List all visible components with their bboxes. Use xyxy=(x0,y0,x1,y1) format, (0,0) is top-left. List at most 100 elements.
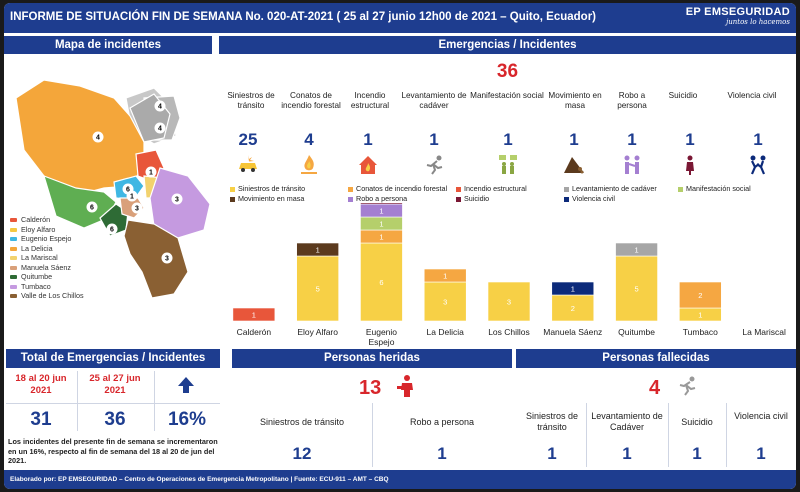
injured-item-label: Robo a persona xyxy=(409,417,475,427)
chart-legend: Siniestros de tránsito Conatos de incendi… xyxy=(230,184,790,206)
bar-segment xyxy=(360,242,403,322)
chart-legend-item: Robo a persona xyxy=(348,194,407,203)
category-label: Suicidio xyxy=(668,91,698,100)
category-label: Levantamiento de cadáver xyxy=(401,91,467,110)
x-tick-label: Eugenio Espejo xyxy=(366,327,397,347)
chart-legend-label: Movimiento en masa xyxy=(238,194,305,203)
emergencies-header: Emergencias / Incidentes xyxy=(219,36,796,54)
legend-swatch xyxy=(348,196,353,202)
map-legend-label: La Mariscal xyxy=(21,253,58,262)
emergencies-total: 36 xyxy=(496,61,519,82)
map-legend-label: Quitumbe xyxy=(21,272,53,281)
report-title: INFORME DE SITUACIÓN FIN DE SEMANA No. 0… xyxy=(10,11,596,23)
totals-header: Total de Emergencias / Incidentes xyxy=(6,349,220,368)
category-label: Violencia civil xyxy=(727,91,777,100)
category-labels: Siniestros de tránsito Conatos de incend… xyxy=(222,91,796,121)
bar-segment xyxy=(551,294,595,322)
map-legend: Calderón Eloy Alfaro Eugenio Espejo La Deli… xyxy=(10,215,84,301)
category-label: Manifestación social xyxy=(470,91,544,100)
bar-data-label: 1 xyxy=(634,246,638,255)
map-legend-item: La Delicia xyxy=(10,244,84,254)
injured-total: 13 xyxy=(359,377,382,399)
map-legend-item: Eugenio Espejo xyxy=(10,234,84,244)
map-legend-item: Tumbaco xyxy=(10,282,84,292)
fallen-person-icon xyxy=(426,155,443,175)
legend-swatch xyxy=(10,256,17,261)
forest-fire-icon xyxy=(301,155,317,174)
map-legend-item: Calderón xyxy=(10,215,84,225)
map-label: 3 xyxy=(175,197,179,204)
chart-legend-item: Violencia civil xyxy=(564,194,615,203)
legend-swatch xyxy=(230,196,235,202)
legend-swatch xyxy=(456,186,461,192)
bar-data-label: 1 xyxy=(698,311,702,320)
chart-legend-label: Incendio estructural xyxy=(464,184,527,193)
bar-data-label: 1 xyxy=(379,233,383,242)
map-legend-item: Manuela Sáenz xyxy=(10,263,84,273)
map-zone-chillos xyxy=(123,219,189,299)
deceased-total: 4 xyxy=(649,377,661,399)
divider xyxy=(726,403,727,467)
chart-legend-item: Suicidio xyxy=(456,194,489,203)
x-tick-label: Los Chillos xyxy=(488,327,530,337)
injured-item-value: 12 xyxy=(292,444,312,463)
bar-segment xyxy=(615,242,658,257)
category-count: 1 xyxy=(429,130,439,149)
bar-data-label: 1 xyxy=(379,207,383,216)
map-legend-label: Tumbaco xyxy=(21,281,51,291)
map-label: 1 xyxy=(149,170,153,177)
protest-icon xyxy=(499,155,517,174)
report-frame: INFORME DE SITUACIÓN FIN DE SEMANA No. 0… xyxy=(4,3,796,489)
map-legend-item: Eloy Alfaro xyxy=(10,225,84,235)
map-label: 4 xyxy=(158,104,162,111)
x-tick-label: Eloy Alfaro xyxy=(297,327,338,337)
legend-swatch xyxy=(10,227,17,232)
deceased-header: Personas fallecidas xyxy=(516,349,796,368)
legend-swatch xyxy=(10,284,17,289)
divider xyxy=(586,403,587,467)
legend-swatch xyxy=(10,275,17,280)
category-count: 1 xyxy=(753,130,763,149)
chart-legend-item: Incendio estructural xyxy=(456,184,527,193)
bar-data-label: 1 xyxy=(571,285,575,294)
bar-segment xyxy=(423,281,467,322)
category-count: 1 xyxy=(503,130,513,149)
legend-swatch xyxy=(564,196,569,202)
deceased-item-label: Siniestros de tránsito xyxy=(525,411,579,432)
footer: Elaborado por: EP EMSEGURIDAD – Centro d… xyxy=(4,470,796,489)
map-legend-label: La Delicia xyxy=(21,243,53,253)
chart-legend-label: Violencia civil xyxy=(572,194,616,203)
deceased-item-value: 1 xyxy=(756,444,766,463)
bar-segment xyxy=(423,268,467,283)
chart-legend-label: Manifestación social xyxy=(686,184,751,193)
bar-data-label: 2 xyxy=(571,304,575,313)
arrow-up-icon xyxy=(178,377,194,393)
prev-total-value: 31 xyxy=(30,409,52,430)
robbery-icon xyxy=(624,155,640,174)
bar-data-label: 5 xyxy=(634,285,638,294)
category-label: Movimiento en masa xyxy=(548,91,602,110)
bar-data-label: 2 xyxy=(698,291,702,300)
chart-legend-label: Conatos de incendio forestal xyxy=(356,184,448,193)
bar-data-label: 1 xyxy=(316,246,320,255)
injured-item-label: Siniestros de tránsito xyxy=(259,417,345,427)
map-legend-label: Calderón xyxy=(21,215,51,224)
bar-segment xyxy=(360,203,403,205)
prev-period-label: 18 al 20 jun 2021 xyxy=(15,373,67,396)
chart-legend-item: Manifestación social xyxy=(678,184,751,193)
landslide-icon xyxy=(564,157,584,174)
legend-swatch xyxy=(10,237,17,242)
legend-swatch xyxy=(10,294,17,299)
bar-segment xyxy=(615,255,658,322)
deceased-item-label: Violencia civil xyxy=(734,411,788,421)
map-label: 6 xyxy=(126,187,130,194)
divider xyxy=(154,371,155,431)
fight-icon xyxy=(750,155,766,175)
x-tick-label: Manuela Sáenz xyxy=(543,327,602,337)
chart-legend-label: Levantamiento de cadáver xyxy=(572,184,657,193)
report-header: INFORME DE SITUACIÓN FIN DE SEMANA No. 0… xyxy=(4,3,796,33)
chart-legend-item: Levantamiento de cadáver xyxy=(564,184,657,193)
bar-segment xyxy=(296,242,339,257)
category-label: Siniestros de tránsito xyxy=(227,91,275,110)
x-tick-label: La Delicia xyxy=(427,327,465,337)
